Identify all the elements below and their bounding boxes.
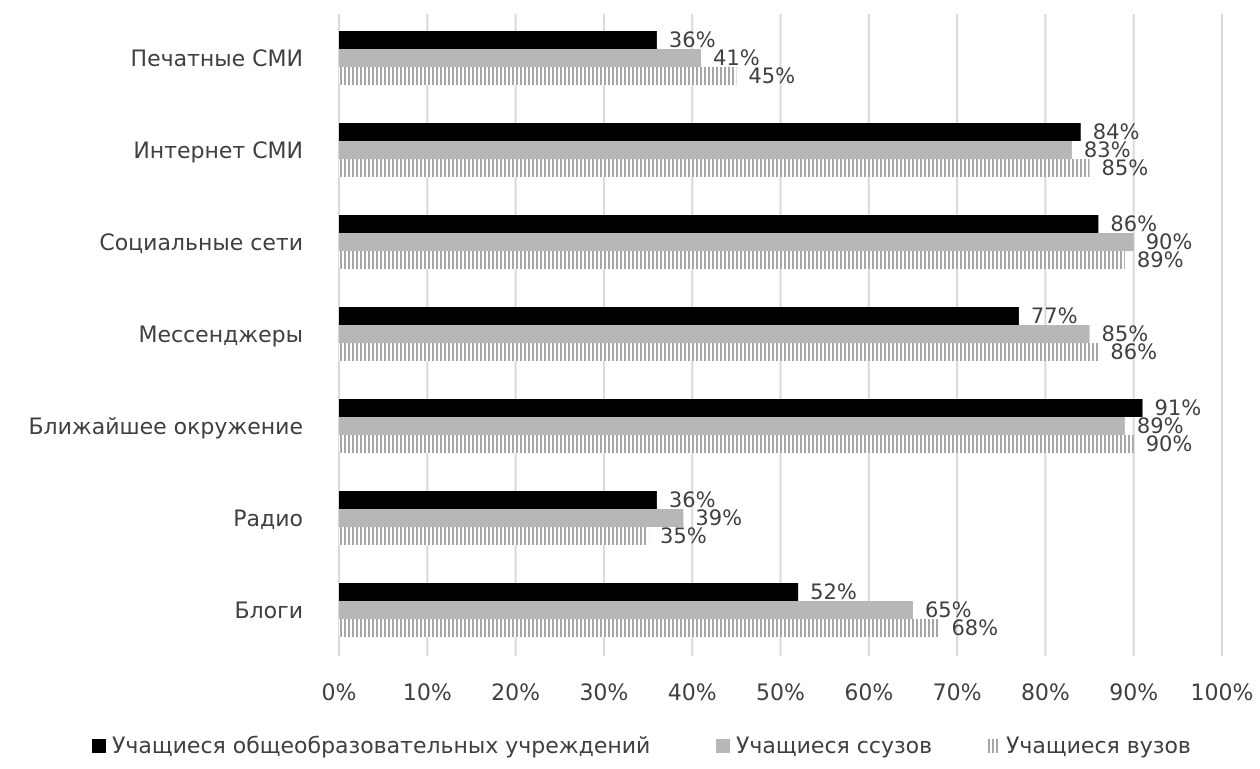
x-tick-label: 70%: [933, 681, 982, 706]
bar: [339, 491, 657, 509]
bar: [339, 417, 1125, 435]
category-label: Ближайшее окружение: [28, 415, 303, 440]
bar: [339, 251, 1125, 269]
bar: [339, 325, 1090, 343]
bar: [339, 123, 1081, 141]
data-label: 45%: [748, 64, 795, 88]
category-label: Интернет СМИ: [133, 139, 303, 164]
bar: [339, 307, 1019, 325]
data-label: 52%: [810, 580, 857, 604]
data-label: 39%: [695, 506, 742, 530]
x-tick-label: 40%: [668, 681, 717, 706]
data-label: 41%: [713, 46, 760, 70]
legend-label: Учащиеся ссузов: [736, 734, 932, 759]
bar: [339, 159, 1090, 177]
legend-label: Учащиеся вузов: [1006, 734, 1191, 759]
bars: [339, 31, 1143, 637]
data-label: 36%: [669, 28, 716, 52]
x-tick-label: 20%: [491, 681, 540, 706]
bar: [339, 141, 1072, 159]
data-label: 89%: [1137, 414, 1184, 438]
category-label: Социальные сети: [99, 231, 303, 256]
data-label: 90%: [1146, 230, 1193, 254]
x-tick-label: 80%: [1021, 681, 1070, 706]
bar: [339, 509, 684, 527]
data-label: 77%: [1031, 304, 1078, 328]
bar: [339, 527, 649, 545]
data-label: 35%: [660, 524, 707, 548]
bar: [339, 233, 1134, 251]
x-tick-label: 0%: [322, 681, 357, 706]
data-label: 36%: [669, 488, 716, 512]
category-labels: Печатные СМИ Интернет СМИ Социальные сети М…: [28, 47, 303, 624]
x-tick-label: 10%: [403, 681, 452, 706]
bar: [339, 601, 913, 619]
x-tick-label: 60%: [844, 681, 893, 706]
legend: Учащиеся общеобразовательных учреждений У…: [92, 734, 1191, 759]
data-label: 85%: [1102, 156, 1149, 180]
legend-label: Учащиеся общеобразовательных учреждений: [112, 734, 650, 759]
data-label: 91%: [1155, 396, 1202, 420]
data-label: 86%: [1110, 340, 1157, 364]
bar: [339, 435, 1134, 453]
data-label: 85%: [1102, 322, 1149, 346]
bar: [339, 31, 657, 49]
data-label: 90%: [1146, 432, 1193, 456]
x-tick-label: 100%: [1191, 681, 1254, 706]
category-label: Блоги: [235, 599, 303, 624]
bar: [339, 49, 702, 67]
legend-swatch: [986, 739, 1000, 753]
bar: [339, 399, 1143, 417]
x-tick-label: 30%: [579, 681, 628, 706]
bar: [339, 583, 799, 601]
data-label: 83%: [1084, 138, 1131, 162]
bar: [339, 343, 1099, 361]
data-label: 86%: [1110, 212, 1157, 236]
bar: [339, 215, 1099, 233]
data-label: 89%: [1137, 248, 1184, 272]
category-label: Мессенджеры: [138, 323, 303, 348]
bar: [339, 67, 737, 85]
data-label: 65%: [925, 598, 972, 622]
x-tick-label: 50%: [756, 681, 805, 706]
data-label: 68%: [951, 616, 998, 640]
data-label: 84%: [1093, 120, 1140, 144]
x-tick-label: 90%: [1109, 681, 1158, 706]
data-labels: 36%41%45%84%83%85%86%90%89%77%85%86%91%8…: [660, 28, 1201, 640]
legend-swatch: [716, 739, 730, 753]
category-label: Радио: [233, 507, 303, 532]
x-tick-labels: 0% 10% 20% 30% 40% 50% 60% 70% 80% 90% 100%: [322, 681, 1254, 706]
legend-swatch: [92, 739, 106, 753]
bar: [339, 619, 940, 637]
category-label: Печатные СМИ: [131, 47, 303, 72]
